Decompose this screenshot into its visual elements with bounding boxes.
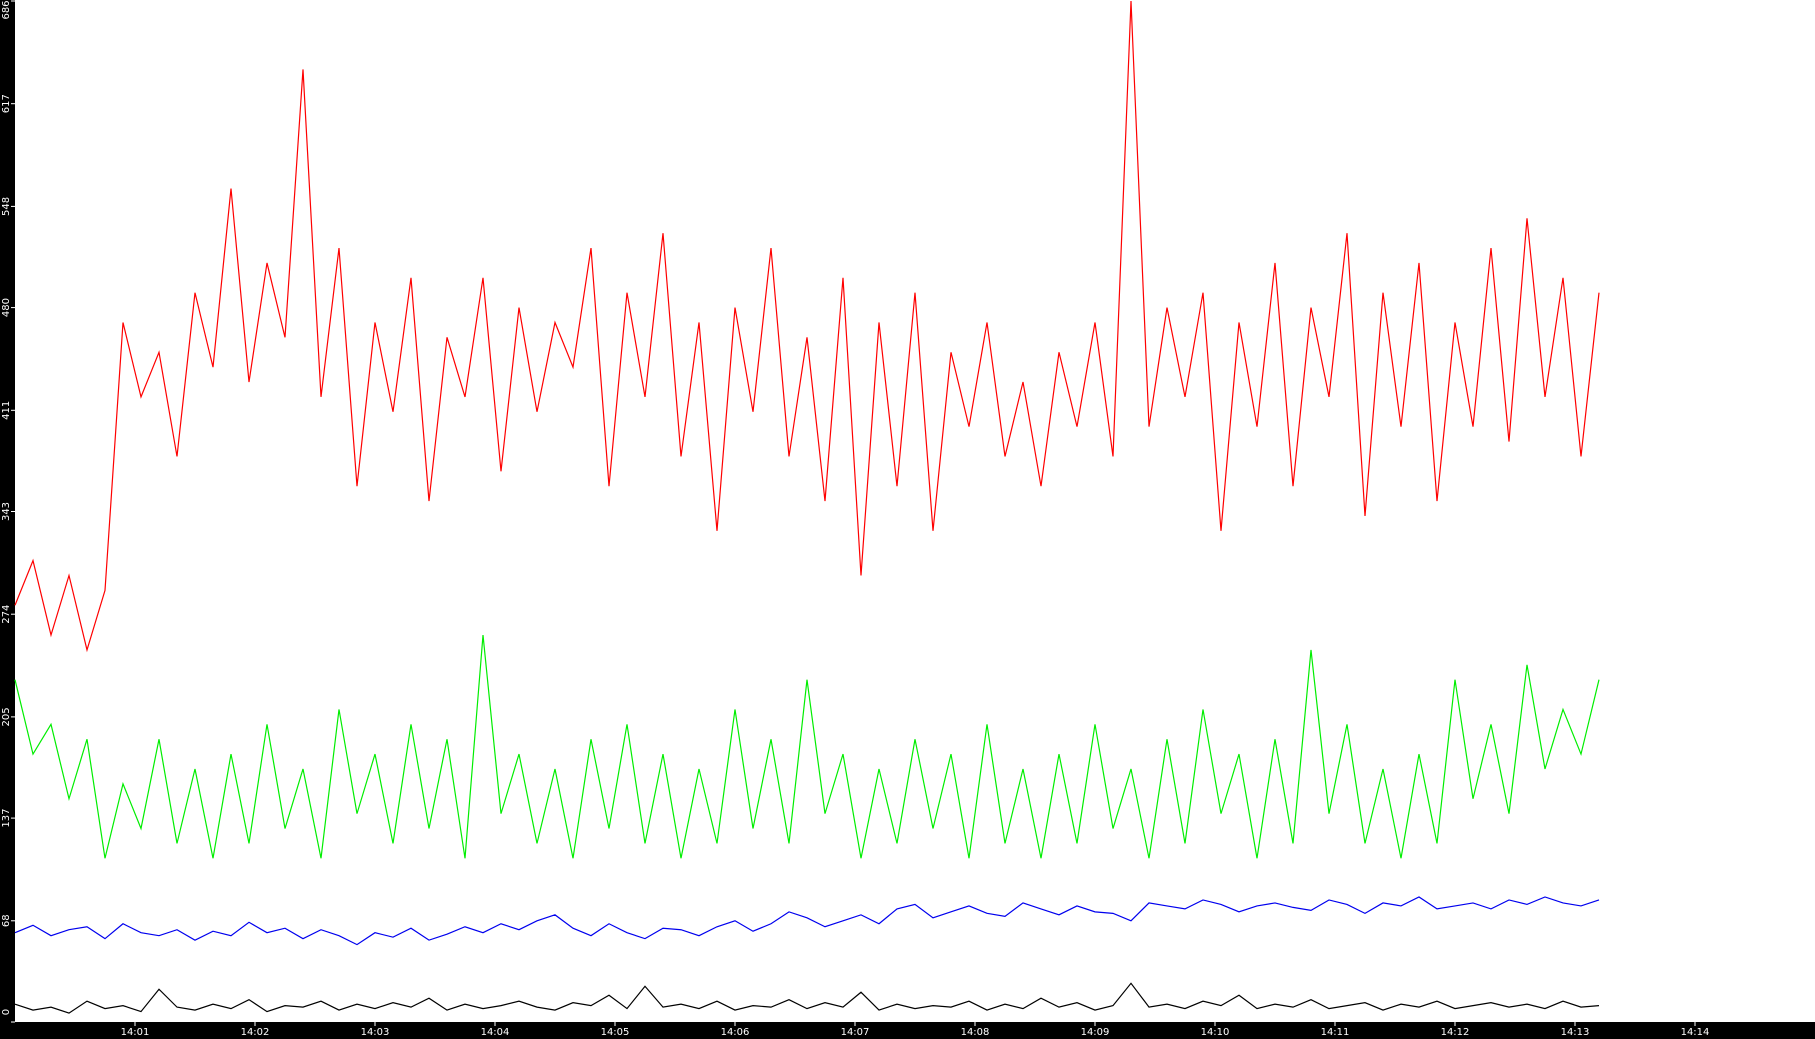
- x-tick-label: 14:07: [841, 1027, 870, 1038]
- series-line: [14, 0, 1600, 653]
- y-tick-label: 686: [1, 0, 12, 19]
- y-axis-band: [0, 0, 15, 1039]
- x-tick-label: 14:13: [1561, 1027, 1590, 1038]
- x-tick-label: 14:08: [961, 1027, 990, 1038]
- y-tick-label: 411: [1, 401, 12, 420]
- x-tick-label: 14:02: [241, 1027, 270, 1038]
- y-tick-label: 205: [1, 707, 12, 726]
- y-tick-label: 0: [1, 1009, 12, 1015]
- x-tick-label: 14:10: [1201, 1027, 1230, 1038]
- x-tick-label: 14:03: [361, 1027, 390, 1038]
- y-tick-label: 137: [1, 809, 12, 828]
- series-line: [14, 982, 1600, 1014]
- x-tick-label: 14:11: [1321, 1027, 1350, 1038]
- x-tick-label: 14:05: [601, 1027, 630, 1038]
- series-line: [14, 896, 1600, 946]
- y-tick-label: 480: [1, 298, 12, 317]
- y-tick-label: 274: [1, 605, 12, 624]
- x-tick-label: 14:12: [1441, 1027, 1470, 1038]
- x-axis-band: [0, 1022, 1815, 1039]
- y-tick-label: 548: [1, 197, 12, 216]
- x-tick-label: 14:06: [721, 1027, 750, 1038]
- x-tick-label: 14:09: [1081, 1027, 1110, 1038]
- series-line: [14, 634, 1600, 859]
- y-tick-label: 343: [1, 502, 12, 521]
- y-tick-label: 617: [1, 94, 12, 113]
- x-tick-label: 14:01: [121, 1027, 150, 1038]
- x-tick-label: 14:14: [1681, 1027, 1710, 1038]
- y-tick-label: 68: [1, 914, 12, 927]
- x-tick-label: 14:04: [481, 1027, 510, 1038]
